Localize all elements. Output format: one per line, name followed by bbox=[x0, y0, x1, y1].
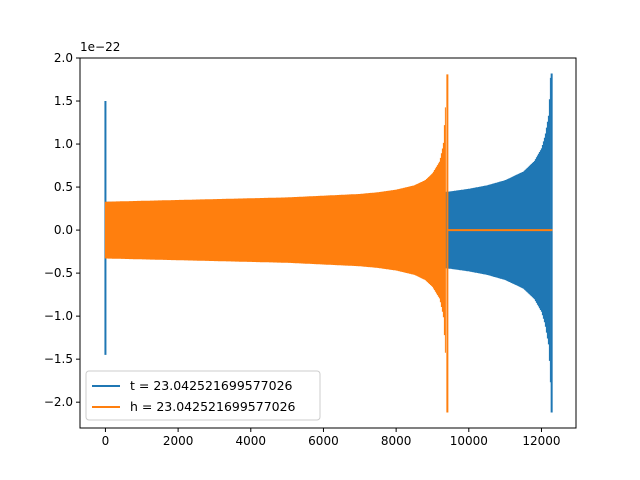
x-tick-label: 6000 bbox=[308, 434, 339, 448]
y-tick-label: 0.0 bbox=[54, 223, 73, 237]
legend-box bbox=[85, 370, 321, 421]
y-tick-label: 0.5 bbox=[54, 180, 73, 194]
y-tick-label: −1.5 bbox=[44, 352, 73, 366]
x-tick-label: 12000 bbox=[522, 434, 560, 448]
series-h-oscillation bbox=[104, 107, 446, 353]
axes-frame bbox=[79, 57, 577, 429]
y-tick-label: −1.0 bbox=[44, 309, 73, 323]
x-tick-label: 10000 bbox=[450, 434, 488, 448]
plot-area bbox=[104, 73, 553, 413]
series-h bbox=[104, 74, 553, 413]
legend-label-h: h = 23.042521699577026 bbox=[130, 399, 296, 414]
y-tick-label: 1.5 bbox=[54, 94, 73, 108]
x-tick-label: 8000 bbox=[381, 434, 412, 448]
y-tick-label: 1.0 bbox=[54, 137, 73, 151]
x-axis: 0 2000 4000 6000 8000 10000 12000 bbox=[102, 428, 561, 448]
x-tick-label: 4000 bbox=[236, 434, 267, 448]
y-tick-label: −2.0 bbox=[44, 395, 73, 409]
legend-label-t: t = 23.042521699577026 bbox=[130, 378, 293, 393]
y-axis: −2.0 −1.5 −1.0 −0.5 0.0 0.5 1.0 1.5 2.0 bbox=[44, 51, 80, 409]
y-tick-label: 2.0 bbox=[54, 51, 73, 65]
legend: t = 23.042521699577026 h = 23.0425216995… bbox=[85, 370, 321, 421]
y-offset-label: 1e−22 bbox=[80, 40, 120, 54]
x-tick-label: 2000 bbox=[163, 434, 194, 448]
y-tick-label: −0.5 bbox=[44, 266, 73, 280]
x-tick-label: 0 bbox=[102, 434, 110, 448]
